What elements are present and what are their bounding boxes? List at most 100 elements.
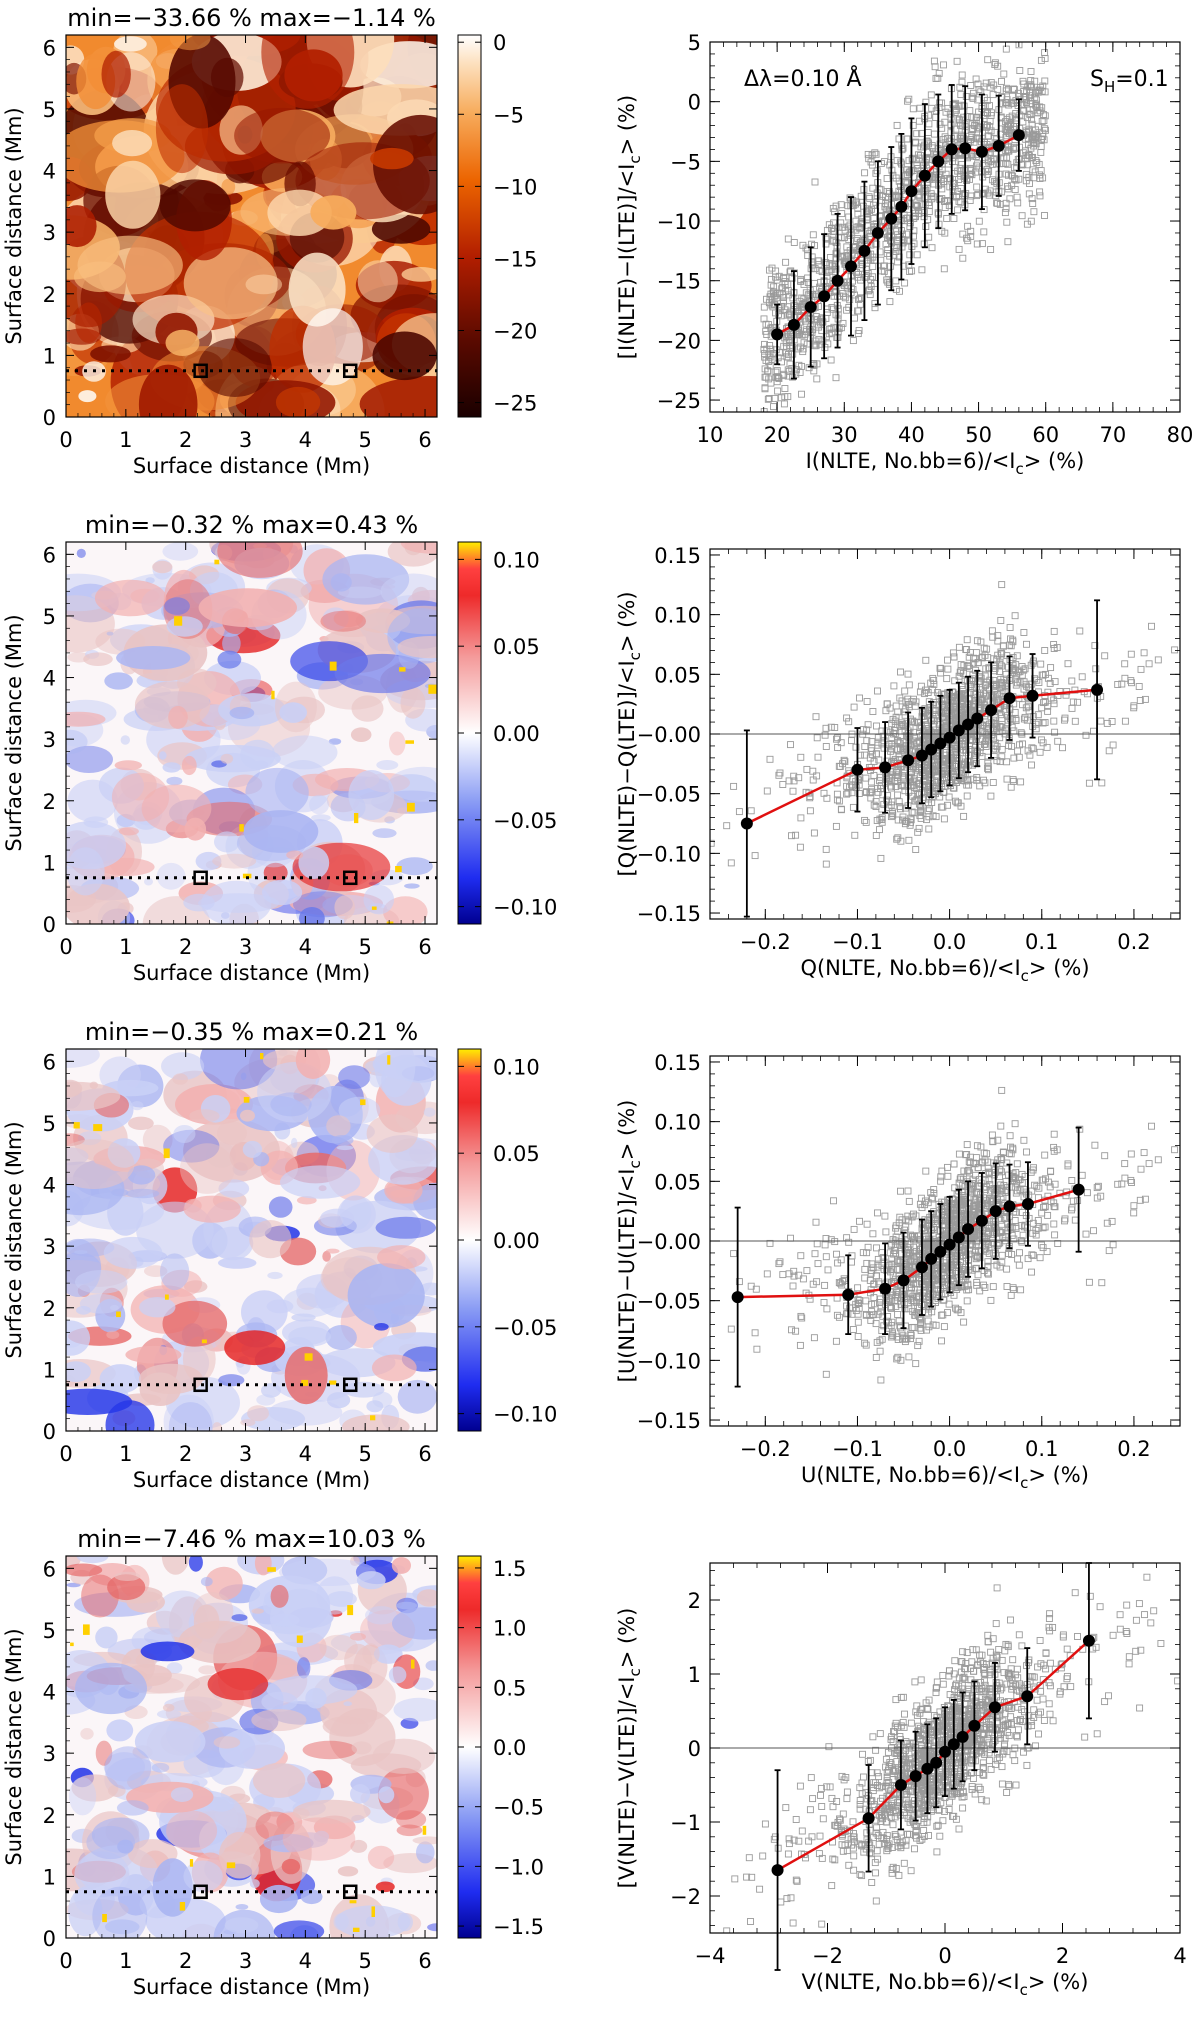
colorbar-tick-label: −0.05 xyxy=(493,1316,557,1340)
x-tick-label: 4 xyxy=(299,1442,312,1466)
mean-point xyxy=(918,169,931,182)
mean-point xyxy=(851,763,864,776)
y-tick-label: 0.15 xyxy=(654,544,701,568)
x-tick-label: −0.1 xyxy=(832,930,883,954)
y-tick-label: 3 xyxy=(43,1742,56,1766)
mean-point xyxy=(845,260,857,273)
x-tick-label: 6 xyxy=(418,1949,431,1973)
y-axis-label: Surface distance (Mm) xyxy=(2,614,26,851)
mean-point xyxy=(921,1762,934,1775)
mean-point xyxy=(818,290,831,303)
mean-point xyxy=(992,139,1005,152)
heatmap-title: min=−0.35 % max=0.21 % xyxy=(85,1018,418,1046)
x-tick-label: 0 xyxy=(59,935,72,959)
x-tick-label: 40 xyxy=(898,423,925,447)
x-tick-label: 0.1 xyxy=(1025,1437,1058,1461)
mean-point xyxy=(862,1812,875,1825)
x-tick-label: 3 xyxy=(239,1949,252,1973)
mean-point xyxy=(947,1738,960,1751)
scatter-points xyxy=(723,1573,1180,1933)
mean-point xyxy=(897,1274,910,1287)
colorbar-tick-label: −0.10 xyxy=(493,896,557,920)
y-tick-label: −15 xyxy=(657,270,701,294)
heatmap-panel-3: 0 1 2 3 4 5 6 0 1 2 3 4 5 6 min=−0.35 % max=0.21 % Surf… xyxy=(2,1018,557,1492)
y-tick-label: 5 xyxy=(43,1619,56,1643)
x-tick-label: 60 xyxy=(1032,423,1059,447)
y-tick-label: 3 xyxy=(43,1235,56,1259)
y-tick-label: −0.05 xyxy=(637,1290,701,1314)
x-tick-label: 0.0 xyxy=(933,930,966,954)
y-tick-label: 6 xyxy=(43,1557,56,1581)
scatter-panel-3: −0.2 −0.1 0.0 0.1 0.2 0.15 0.10 0.05 −0.00 −0.05 −… xyxy=(615,1051,1181,1492)
mean-point xyxy=(985,704,998,717)
colorbar-tick-label: −0.10 xyxy=(493,1403,557,1427)
mean-point xyxy=(902,754,915,767)
y-tick-label: 4 xyxy=(43,667,56,691)
y-tick-label: 1 xyxy=(43,344,56,368)
heatmap-image xyxy=(66,1049,437,1431)
x-tick-label: 2 xyxy=(179,1949,192,1973)
mean-point xyxy=(894,1779,907,1791)
x-axis-label: Surface distance (Mm) xyxy=(133,961,370,985)
pixel-marker xyxy=(193,1884,208,1900)
colorbar-tick-label: 0.00 xyxy=(493,1229,540,1253)
y-tick-label: 5 xyxy=(43,605,56,629)
heatmap-title: min=−0.32 % max=0.43 % xyxy=(85,511,418,539)
y-tick-label: 6 xyxy=(43,36,56,60)
mean-point xyxy=(1072,1183,1085,1196)
colorbar: 0 −5 −10 −15 −20 −25 xyxy=(457,31,537,418)
x-tick-label: 4 xyxy=(1173,1944,1186,1968)
x-tick-label: −2 xyxy=(812,1944,843,1968)
pixel-marker xyxy=(193,870,208,886)
mean-point xyxy=(952,724,965,737)
pixel-marker xyxy=(342,1884,358,1900)
heatmap-image xyxy=(66,542,437,924)
mean-point xyxy=(871,226,884,239)
heatmap-frame xyxy=(65,1555,438,1939)
colorbar-tick-label: −20 xyxy=(493,320,537,344)
heatmap-frame xyxy=(65,34,438,418)
mean-point xyxy=(895,200,908,213)
y-axis-label: Surface distance (Mm) xyxy=(2,1628,26,1865)
mean-point xyxy=(842,1288,855,1301)
y-tick-label: 3 xyxy=(43,728,56,752)
mean-point xyxy=(1021,1690,1034,1703)
y-tick-label: 4 xyxy=(43,1681,56,1705)
y-tick-label: 1 xyxy=(43,851,56,875)
pixel-marker xyxy=(342,870,358,886)
y-tick-label: 0 xyxy=(43,913,56,937)
pixel-marker xyxy=(342,363,358,379)
colorbar-tick-label: −0.05 xyxy=(493,809,557,833)
y-tick-label: 1 xyxy=(43,1358,56,1382)
x-tick-label: −0.2 xyxy=(740,930,791,954)
heatmap-title: min=−7.46 % max=10.03 % xyxy=(77,1525,426,1553)
y-tick-label: −5 xyxy=(670,150,701,174)
mean-point xyxy=(885,212,898,225)
mean-point xyxy=(939,1745,951,1758)
mean-point xyxy=(959,142,972,155)
y-axis-label: [Q(NLTE)−Q(LTE)]/<Ic> (%) xyxy=(615,591,644,876)
heatmap-panel-2: 0 1 2 3 4 5 6 0 1 2 3 4 5 6 min=−0.32 % max=0.43 % Surf… xyxy=(2,511,557,985)
mean-point xyxy=(932,155,945,168)
y-tick-label: −0.10 xyxy=(637,842,701,866)
x-tick-label: 70 xyxy=(1099,423,1126,447)
mean-point xyxy=(1026,689,1039,702)
mean-point xyxy=(915,749,928,762)
colorbar-tick-label: 1.0 xyxy=(493,1617,526,1641)
y-tick-label: 4 xyxy=(43,1174,56,1198)
x-tick-label: 6 xyxy=(418,935,431,959)
colorbar-tick-label: −15 xyxy=(493,247,537,271)
mean-point xyxy=(771,1864,784,1877)
mean-point xyxy=(956,1730,969,1743)
x-axis-label: Surface distance (Mm) xyxy=(133,454,370,478)
y-tick-label: 0 xyxy=(688,91,701,115)
colorbar-tick-label: 0.05 xyxy=(493,1142,540,1166)
x-axis-label: I(NLTE, No.bb=6)/<Ic> (%) xyxy=(806,449,1085,478)
y-tick-label: 0.05 xyxy=(654,663,701,687)
x-tick-label: 4 xyxy=(299,428,312,452)
y-tick-label: 2 xyxy=(43,790,56,814)
mean-point xyxy=(1003,1200,1016,1213)
x-tick-label: 2 xyxy=(179,428,192,452)
x-axis-label: Q(NLTE, No.bb=6)/<Ic> (%) xyxy=(800,956,1089,985)
